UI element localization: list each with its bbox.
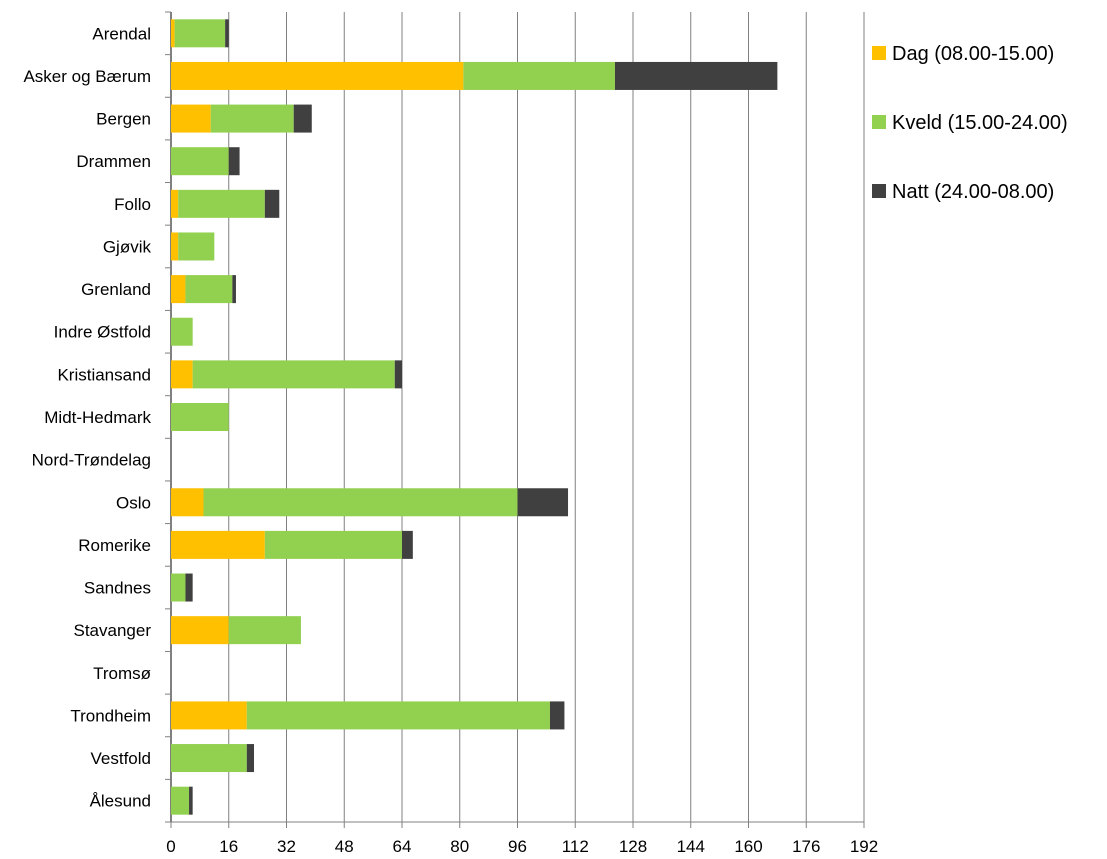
bar-segment (246, 701, 550, 730)
x-tick-label: 144 (677, 837, 705, 856)
category-label: Gjøvik (103, 237, 152, 256)
bar-segment (171, 61, 464, 90)
bar-segment (517, 488, 569, 517)
bar-segment (402, 530, 413, 559)
category-label: Grenland (81, 280, 151, 299)
bar-segment (171, 488, 204, 517)
legend-swatch (872, 46, 886, 60)
bar-segment (463, 61, 615, 90)
bar-segment (225, 19, 229, 48)
category-label: Midt-Hedmark (44, 408, 151, 427)
category-label: Oslo (116, 493, 151, 512)
x-tick-label: 16 (219, 837, 238, 856)
bar-segment (549, 701, 565, 730)
x-tick-label: 0 (166, 837, 175, 856)
x-tick-label: 32 (277, 837, 296, 856)
bar-segment (178, 232, 215, 261)
category-label: Bergen (96, 110, 151, 129)
bar-segment (210, 104, 294, 133)
x-tick-label: 80 (450, 837, 469, 856)
category-label: Indre Østfold (54, 323, 151, 342)
category-label: Vestfold (91, 749, 152, 768)
category-label: Romerike (78, 536, 151, 555)
bar-segment (203, 488, 518, 517)
category-label: Arendal (92, 24, 151, 43)
bar-segment (171, 147, 229, 176)
legend-label: Kveld (15.00-24.00) (892, 112, 1068, 134)
category-label: Tromsø (93, 664, 151, 683)
bar-segment (264, 189, 280, 218)
category-label: Sandnes (84, 579, 151, 598)
bar-segment (171, 744, 247, 773)
legend-swatch (872, 184, 886, 198)
x-tick-label: 128 (619, 837, 647, 856)
category-label: Kristiansand (57, 365, 151, 384)
bar-segment (185, 275, 233, 304)
category-label: Drammen (76, 152, 151, 171)
legend-label: Dag (08.00-15.00) (892, 43, 1054, 65)
bar-segment (171, 403, 229, 431)
x-tick-label: 64 (393, 837, 412, 856)
bar-segment (171, 232, 179, 261)
bar-segment (171, 275, 186, 304)
bar-segment (264, 530, 402, 559)
category-labels: Arendal Asker og Bærum Bergen Drammen Follo G… (23, 24, 151, 810)
bar-segment (171, 360, 193, 389)
bar-segment (293, 104, 312, 133)
category-label: Stavanger (74, 621, 152, 640)
bar-segment (171, 701, 247, 730)
bar-segment (192, 360, 395, 389)
bar-segment (394, 360, 402, 389)
category-label: Ålesund (90, 792, 151, 811)
bar-segment (246, 744, 255, 773)
bar-segment (171, 616, 229, 645)
legend: Dag (08.00-15.00) Kveld (15.00-24.00) Natt… (872, 43, 1068, 203)
bar-segment (228, 616, 301, 645)
category-label: Nord-Trøndelag (32, 451, 151, 470)
bar-segment (171, 189, 179, 218)
legend-swatch (872, 115, 886, 129)
bar-segment (614, 61, 778, 90)
x-tick-labels: 0 16 32 48 64 80 96 112 128 144 160 176 192 (166, 837, 878, 856)
category-label: Asker og Bærum (23, 67, 151, 86)
x-tick-label: 176 (792, 837, 820, 856)
grid-layer (165, 11, 865, 828)
x-tick-label: 48 (335, 837, 354, 856)
x-tick-label: 160 (734, 837, 762, 856)
bar-segment (178, 189, 265, 218)
bar-segment (171, 786, 190, 815)
bar-segment (171, 317, 193, 346)
x-tick-label: 192 (850, 837, 878, 856)
bar-layer (171, 19, 778, 815)
bar-segment (189, 786, 193, 815)
bar-segment (171, 573, 186, 602)
legend-label: Natt (24.00-08.00) (892, 181, 1054, 203)
category-label: Trondheim (70, 706, 151, 725)
bar-segment (228, 147, 240, 176)
bar-segment (171, 530, 265, 559)
bar-segment (171, 104, 211, 133)
x-tick-label: 112 (562, 837, 589, 856)
bar-segment (174, 19, 226, 48)
bar-segment (185, 573, 193, 602)
bar-segment (171, 19, 175, 48)
bar-segment (232, 275, 236, 304)
x-tick-label: 96 (508, 837, 527, 856)
category-label: Follo (114, 195, 151, 214)
